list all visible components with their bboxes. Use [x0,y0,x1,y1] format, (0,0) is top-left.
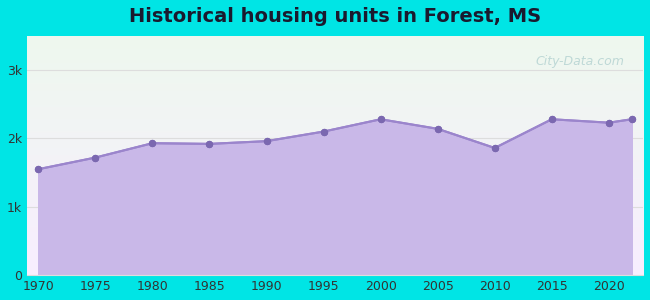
Point [489,146,500,150]
Point [627,117,637,122]
Point [547,117,557,122]
Point [148,141,158,146]
Point [204,142,214,146]
Point [432,126,443,131]
Point [432,126,443,131]
Point [90,155,101,160]
Point [604,120,614,125]
Point [33,167,44,172]
Text: City-Data.com: City-Data.com [536,55,625,68]
Point [318,129,329,134]
Point [604,120,614,125]
Point [627,117,637,122]
Point [261,139,272,144]
Point [204,142,214,146]
Point [547,117,557,122]
Title: Historical housing units in Forest, MS: Historical housing units in Forest, MS [129,7,541,26]
Point [261,139,272,144]
Point [376,117,386,122]
Point [318,129,329,134]
Point [33,167,44,172]
Point [90,155,101,160]
Point [489,146,500,150]
Point [376,117,386,122]
Point [148,141,158,146]
